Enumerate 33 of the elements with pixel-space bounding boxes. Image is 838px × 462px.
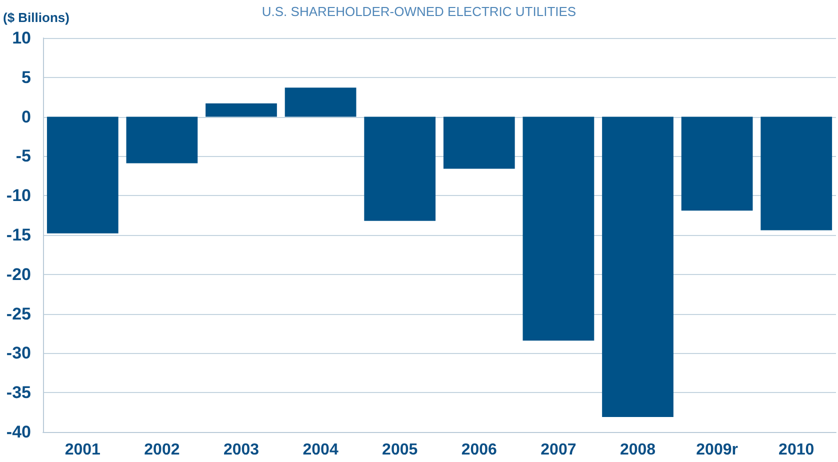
bar: [760, 116, 832, 230]
y-tick-label: -10: [6, 186, 31, 206]
y-tick-label: -35: [6, 383, 31, 402]
y-tick-label: -5: [16, 146, 31, 166]
x-tick-label: 2002: [144, 442, 180, 458]
y-tick-label: 10: [12, 28, 31, 48]
x-tick-label: 2005: [382, 442, 418, 458]
bar: [126, 116, 198, 164]
x-tick-label: 2007: [540, 442, 576, 458]
bar: [681, 116, 753, 211]
chart-title: U.S. SHAREHOLDER-OWNED ELECTRIC UTILITIES: [262, 4, 576, 19]
x-tick-label: 2006: [461, 442, 498, 458]
bar: [443, 116, 515, 169]
x-tick-label: 2004: [302, 442, 338, 458]
bar: [364, 116, 436, 221]
y-tick-label: -30: [6, 344, 31, 363]
bar: [602, 116, 674, 418]
bar: [46, 116, 118, 234]
x-tick-label: 2001: [64, 442, 101, 458]
x-tick-label: 2010: [778, 442, 814, 458]
x-tick-label: 2008: [620, 442, 656, 458]
bar: [522, 116, 594, 341]
y-tick-label: 0: [22, 107, 31, 126]
bar: [284, 88, 356, 117]
y-tick-label: -25: [6, 304, 31, 324]
y-tick-label: -15: [6, 226, 31, 244]
x-tick-label: 2009r: [696, 442, 738, 458]
bar: [206, 103, 277, 117]
y-tick-label: -20: [6, 264, 31, 284]
x-tick-label: 2003: [223, 442, 260, 458]
y-tick-label: 5: [22, 68, 31, 87]
y-axis-title: ($ Billions): [3, 10, 70, 25]
y-tick-label: -40: [6, 422, 31, 442]
